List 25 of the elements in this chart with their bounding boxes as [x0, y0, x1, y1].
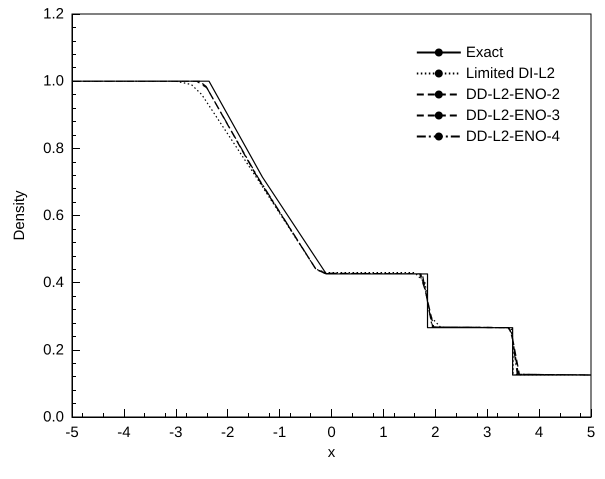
legend-label: DD-L2-ENO-4 [466, 128, 560, 145]
y-tick-label: 0.6 [43, 207, 64, 224]
x-axis-title: x [328, 444, 336, 461]
legend-label: Exact [466, 44, 504, 61]
legend-label: DD-L2-ENO-2 [466, 86, 560, 103]
y-tick-label: 0.4 [43, 274, 64, 292]
x-tick-label: -5 [65, 424, 79, 441]
x-tick-label: -2 [221, 424, 234, 441]
x-tick-label: 2 [431, 424, 440, 441]
x-tick-label: 3 [483, 424, 492, 441]
x-tick-label: 4 [534, 424, 544, 441]
x-tick-label: -1 [272, 424, 286, 441]
y-tick-label: 1.0 [43, 72, 64, 90]
y-tick-label: 0.2 [43, 341, 64, 358]
x-tick-label: -4 [117, 424, 131, 441]
y-tick-label: 1.2 [43, 6, 64, 22]
y-tick-label: 0.0 [43, 408, 64, 426]
legend-label: Limited DI-L2 [466, 65, 556, 82]
x-tick-label: 5 [586, 424, 596, 441]
y-tick-label: 0.8 [43, 140, 64, 157]
x-tick-label: 0 [327, 424, 336, 441]
x-tick-label: -3 [169, 424, 182, 441]
legend-label: DD-L2-ENO-3 [466, 107, 560, 124]
x-tick-label: 1 [379, 424, 388, 441]
y-axis-title: Density [11, 190, 28, 241]
